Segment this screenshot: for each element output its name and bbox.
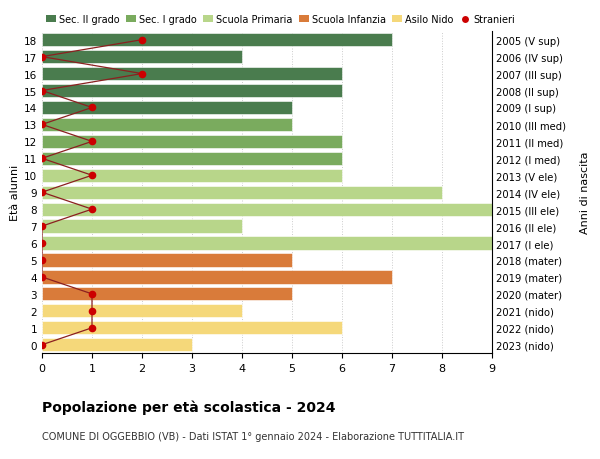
Bar bbox=[42, 321, 342, 335]
Bar bbox=[42, 305, 242, 318]
Bar bbox=[42, 271, 392, 284]
Bar bbox=[42, 152, 342, 166]
Y-axis label: Anni di nascita: Anni di nascita bbox=[580, 151, 590, 234]
Bar bbox=[42, 220, 242, 233]
Bar bbox=[42, 101, 292, 115]
Legend: Sec. II grado, Sec. I grado, Scuola Primaria, Scuola Infanzia, Asilo Nido, Stran: Sec. II grado, Sec. I grado, Scuola Prim… bbox=[42, 11, 518, 29]
Bar bbox=[42, 169, 342, 183]
Bar bbox=[42, 34, 392, 47]
Bar bbox=[42, 118, 292, 132]
Text: COMUNE DI OGGEBBIO (VB) - Dati ISTAT 1° gennaio 2024 - Elaborazione TUTTITALIA.I: COMUNE DI OGGEBBIO (VB) - Dati ISTAT 1° … bbox=[42, 431, 464, 442]
Bar bbox=[42, 338, 192, 352]
Bar bbox=[42, 254, 292, 267]
Text: Popolazione per età scolastica - 2024: Popolazione per età scolastica - 2024 bbox=[42, 399, 335, 414]
Bar bbox=[42, 135, 342, 149]
Bar bbox=[42, 85, 342, 98]
Bar bbox=[42, 186, 442, 199]
Y-axis label: Età alunni: Età alunni bbox=[10, 165, 20, 221]
Bar bbox=[42, 237, 492, 250]
Bar bbox=[42, 51, 242, 64]
Bar bbox=[42, 203, 492, 216]
Bar bbox=[42, 68, 342, 81]
Bar bbox=[42, 288, 292, 301]
